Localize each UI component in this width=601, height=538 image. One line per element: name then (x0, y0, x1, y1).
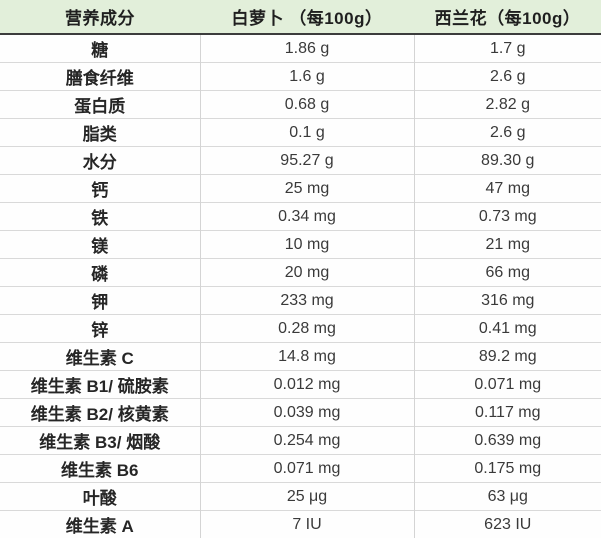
nutrient-name: 维生素 B2/ 核黄素 (0, 398, 200, 427)
table-row: 镁 10 mg 21 mg (0, 230, 601, 259)
broccoli-value: 66 mg (413, 258, 601, 287)
radish-value: 0.1 g (199, 118, 414, 147)
broccoli-value: 0.175 mg (413, 454, 601, 483)
table-row: 叶酸 25 μg 63 μg (0, 482, 601, 511)
nutrient-name: 维生素 A (0, 510, 200, 538)
broccoli-value: 0.41 mg (413, 314, 601, 343)
table-row: 糖 1.86 g 1.7 g (0, 34, 601, 63)
nutrient-name: 维生素 B6 (0, 454, 200, 483)
radish-value: 233 mg (199, 286, 414, 315)
table-row: 水分 95.27 g 89.30 g (0, 146, 601, 175)
nutrient-name: 铁 (0, 202, 200, 231)
column-header-white-radish: 白萝卜 （每100g） (200, 0, 414, 35)
radish-value: 0.039 mg (199, 398, 414, 427)
broccoli-value: 2.6 g (413, 62, 601, 91)
nutrient-name: 水分 (0, 146, 200, 175)
nutrient-name: 钙 (0, 174, 200, 203)
header-row: 营养成分 白萝卜 （每100g） 西兰花（每100g） (0, 0, 601, 35)
table-row: 钙 25 mg 47 mg (0, 174, 601, 203)
nutrient-name: 钾 (0, 286, 200, 315)
table-body: 糖 1.86 g 1.7 g 膳食纤维 1.6 g 2.6 g 蛋白质 0.68 g 2.82 … (0, 34, 601, 538)
radish-value: 14.8 mg (199, 342, 414, 371)
broccoli-value: 0.117 mg (413, 398, 601, 427)
table-row: 维生素 C 14.8 mg 89.2 mg (0, 342, 601, 371)
table-row: 维生素 B2/ 核黄素 0.039 mg 0.117 mg (0, 398, 601, 427)
broccoli-value: 89.2 mg (413, 342, 601, 371)
radish-value: 0.68 g (199, 90, 414, 119)
broccoli-value: 0.73 mg (413, 202, 601, 231)
table-row: 钾 233 mg 316 mg (0, 286, 601, 315)
column-header-nutrient: 营养成分 (0, 0, 200, 35)
broccoli-value: 21 mg (413, 230, 601, 259)
broccoli-value: 63 μg (413, 482, 601, 511)
broccoli-value: 0.071 mg (413, 370, 601, 399)
broccoli-value: 47 mg (413, 174, 601, 203)
table-row: 磷 20 mg 66 mg (0, 258, 601, 287)
radish-value: 0.28 mg (199, 314, 414, 343)
table-row: 维生素 B6 0.071 mg 0.175 mg (0, 454, 601, 483)
nutrient-name: 维生素 C (0, 342, 200, 371)
nutrient-name: 磷 (0, 258, 200, 287)
nutrient-name: 脂类 (0, 118, 200, 147)
nutrient-name: 锌 (0, 314, 200, 343)
radish-value: 0.071 mg (199, 454, 414, 483)
nutrient-name: 维生素 B3/ 烟酸 (0, 426, 200, 455)
nutrient-name: 膳食纤维 (0, 62, 200, 91)
broccoli-value: 2.82 g (413, 90, 601, 119)
broccoli-value: 0.639 mg (413, 426, 601, 455)
column-header-broccoli: 西兰花（每100g） (414, 0, 601, 35)
broccoli-value: 2.6 g (413, 118, 601, 147)
radish-value: 95.27 g (199, 146, 414, 175)
nutrient-name: 糖 (91, 41, 109, 60)
nutrient-name: 镁 (0, 230, 200, 259)
broccoli-value: 316 mg (413, 286, 601, 315)
radish-value: 7 IU (199, 510, 414, 538)
nutrient-name: 蛋白质 (0, 90, 200, 119)
table-row: 蛋白质 0.68 g 2.82 g (0, 90, 601, 119)
radish-value: 0.012 mg (199, 370, 414, 399)
table-row: 维生素 B1/ 硫胺素 0.012 mg 0.071 mg (0, 370, 601, 399)
table-row: 锌 0.28 mg 0.41 mg (0, 314, 601, 343)
table-row: 脂类 0.1 g 2.6 g (0, 118, 601, 147)
radish-value: 25 mg (199, 174, 414, 203)
radish-value: 25 μg (199, 482, 414, 511)
radish-value: 0.34 mg (199, 202, 414, 231)
broccoli-value: 623 IU (413, 510, 601, 538)
nutrient-name: 维生素 B1/ 硫胺素 (0, 370, 200, 399)
nutrient-name: 叶酸 (0, 482, 200, 511)
radish-value: 1.6 g (199, 62, 414, 91)
broccoli-value: 1.7 g (413, 34, 601, 63)
radish-value: 1.86 g (199, 34, 414, 63)
radish-value: 20 mg (199, 258, 414, 287)
table-row: 膳食纤维 1.6 g 2.6 g (0, 62, 601, 91)
table-row: 维生素 B3/ 烟酸 0.254 mg 0.639 mg (0, 426, 601, 455)
table-header: 营养成分 白萝卜 （每100g） 西兰花（每100g） (0, 0, 601, 35)
table-row: 铁 0.34 mg 0.73 mg (0, 202, 601, 231)
radish-value: 0.254 mg (199, 426, 414, 455)
radish-value: 10 mg (199, 230, 414, 259)
broccoli-value: 89.30 g (413, 146, 601, 175)
